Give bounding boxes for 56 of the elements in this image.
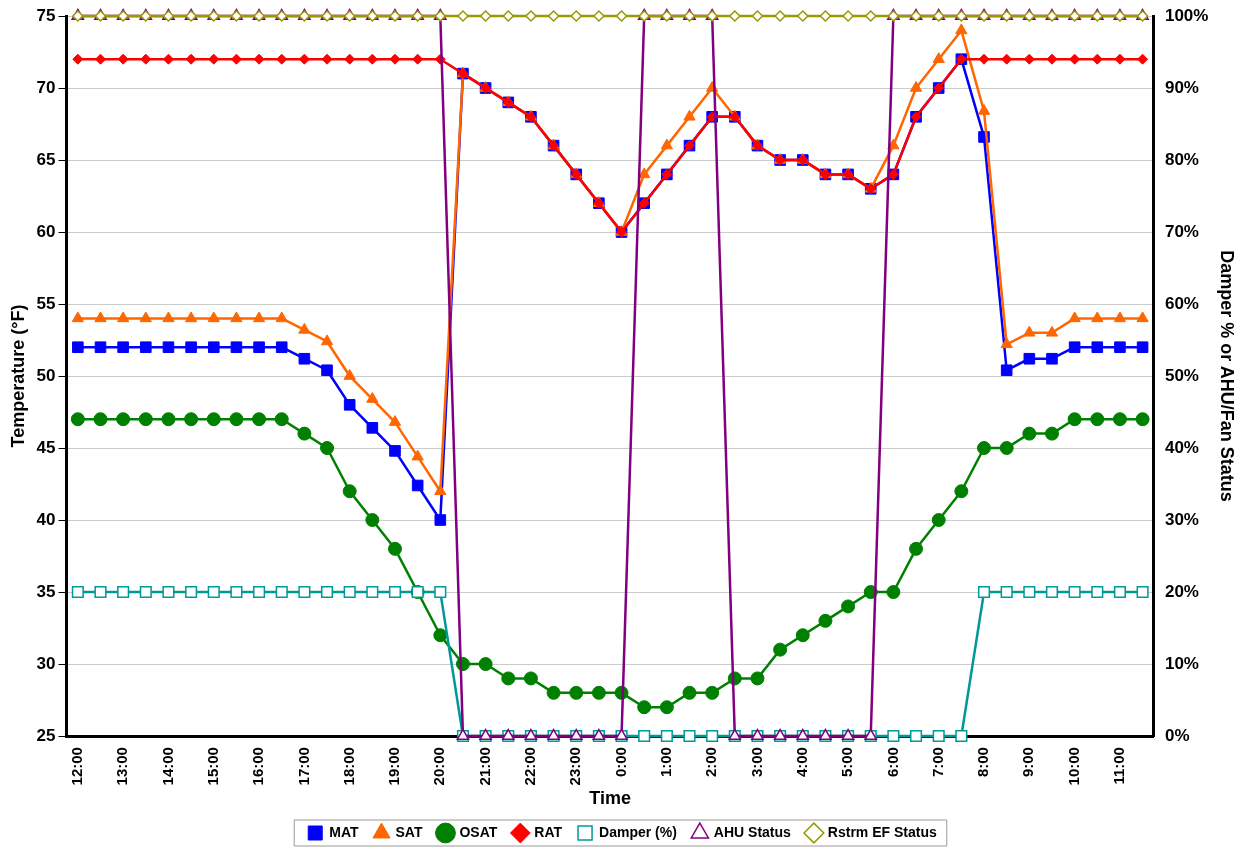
x-tick-label: 8:00 bbox=[974, 747, 992, 778]
y-tick-label: 40 bbox=[36, 509, 56, 529]
y-tick-label: 60 bbox=[36, 221, 56, 241]
x-tick-label: 13:00 bbox=[113, 747, 131, 786]
y-tick-label: 55 bbox=[36, 293, 56, 313]
x-tick-label: 20:00 bbox=[430, 747, 448, 786]
y-tick-label: 70 bbox=[36, 77, 56, 97]
y2-tick-label: 20% bbox=[1164, 581, 1199, 601]
x-tick-label: 11:00 bbox=[1110, 747, 1128, 785]
legend-label: Rstrm EF Status bbox=[827, 823, 937, 840]
y2-tick-label: 100% bbox=[1164, 5, 1209, 25]
legend-label: RAT bbox=[534, 823, 563, 840]
x-tick-label: 3:00 bbox=[747, 747, 765, 778]
x-tick-label: 15:00 bbox=[203, 747, 221, 786]
y-tick-label: 30 bbox=[36, 653, 56, 673]
x-tick-label: 7:00 bbox=[928, 747, 946, 778]
y-axis-title: Temperature (°F) bbox=[7, 304, 28, 448]
y2-axis-title: Damper % or AHU/Fan Status bbox=[1217, 250, 1238, 502]
x-tick-label: 6:00 bbox=[883, 747, 901, 778]
y-tick-label: 25 bbox=[36, 725, 56, 745]
y-tick-label: 75 bbox=[36, 5, 56, 25]
x-tick-label: 16:00 bbox=[249, 747, 267, 786]
y2-tick-label: 30% bbox=[1164, 509, 1199, 529]
legend-label: Damper (%) bbox=[599, 823, 677, 840]
y2-tick-label: 0% bbox=[1164, 725, 1190, 745]
y-tick-label: 50 bbox=[36, 365, 56, 385]
x-tick-label: 2:00 bbox=[702, 747, 720, 778]
legend-label: MAT bbox=[329, 823, 359, 840]
x-tick-label: 22:00 bbox=[521, 747, 539, 786]
y2-tick-label: 70% bbox=[1164, 221, 1199, 241]
x-tick-label: 17:00 bbox=[294, 747, 312, 786]
y2-tick-label: 60% bbox=[1164, 293, 1199, 313]
y-tick-label: 35 bbox=[36, 581, 56, 601]
x-tick-label: 21:00 bbox=[475, 747, 493, 786]
legend-label: SAT bbox=[395, 823, 423, 840]
y2-tick-label: 50% bbox=[1164, 365, 1199, 385]
x-tick-label: 19:00 bbox=[385, 747, 403, 786]
x-tick-label: 9:00 bbox=[1019, 747, 1037, 778]
x-tick-label: 18:00 bbox=[339, 747, 357, 786]
x-tick-label: 5:00 bbox=[838, 747, 856, 778]
x-axis-title: Time bbox=[589, 788, 632, 809]
legend-label: AHU Status bbox=[713, 823, 792, 840]
y2-tick-label: 10% bbox=[1164, 653, 1199, 673]
y2-tick-label: 40% bbox=[1164, 437, 1199, 457]
x-tick-label: 0:00 bbox=[611, 747, 629, 778]
legend-label: OSAT bbox=[459, 823, 498, 840]
x-tick-label: 1:00 bbox=[656, 747, 674, 778]
y2-tick-label: 80% bbox=[1164, 149, 1199, 169]
y-tick-label: 45 bbox=[36, 437, 56, 457]
y-tick-label: 65 bbox=[36, 149, 56, 169]
y2-tick-label: 90% bbox=[1164, 77, 1199, 97]
x-tick-label: 4:00 bbox=[792, 747, 810, 778]
x-tick-label: 12:00 bbox=[67, 747, 85, 786]
x-tick-label: 23:00 bbox=[566, 747, 584, 786]
x-tick-label: 14:00 bbox=[158, 747, 176, 786]
x-tick-label: 10:00 bbox=[1064, 747, 1082, 786]
